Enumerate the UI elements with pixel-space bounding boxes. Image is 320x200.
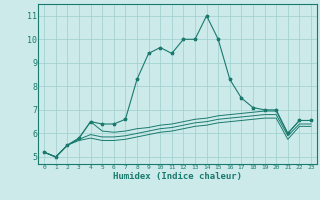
X-axis label: Humidex (Indice chaleur): Humidex (Indice chaleur): [113, 172, 242, 181]
